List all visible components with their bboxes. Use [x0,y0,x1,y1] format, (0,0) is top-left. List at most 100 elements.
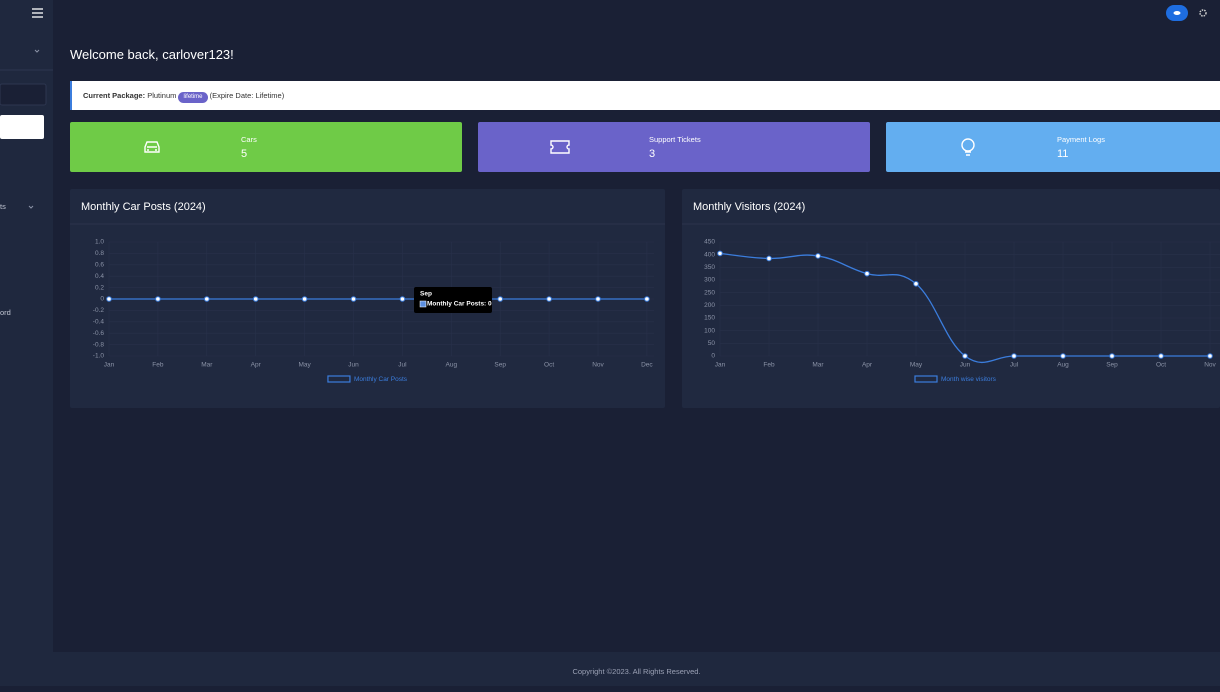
x-tick-label: Oct [1156,362,1166,369]
y-tick-label: -0.8 [93,341,105,348]
x-tick-label: Jun [960,362,971,369]
y-tick-label: 200 [704,302,715,309]
data-point [1158,353,1164,359]
x-tick-label: May [298,362,311,369]
data-point [252,296,259,302]
sidebar-active-item[interactable] [0,115,44,139]
data-point [1060,353,1066,359]
package-label: Current Package: [83,91,146,100]
y-tick-label: -0.6 [93,330,105,337]
x-tick-label: Mar [201,362,213,369]
data-point [399,296,406,302]
footer: Copyright ©2023. All Rights Reserved. [53,652,1220,686]
y-tick-label: -0.4 [93,319,105,326]
data-point [913,281,919,287]
y-tick-label: 0 [711,353,715,360]
data-point [766,255,772,262]
bulb-icon [961,138,975,156]
y-tick-label: 400 [704,251,715,258]
card-label: Support Tickets [649,135,701,144]
y-tick-label: 0.6 [95,262,104,269]
x-tick-label: Nov [1204,362,1216,369]
data-point [106,296,112,302]
data-point [155,296,161,302]
tooltip [414,287,492,313]
ticket-icon [550,140,570,154]
data-point [1011,353,1017,359]
x-tick-label: Jul [398,362,407,369]
x-tick-label: Oct [544,362,554,369]
x-tick-label: May [910,362,923,369]
data-point [301,296,308,302]
y-tick-label: 250 [704,289,715,296]
x-tick-label: Apr [251,362,262,369]
topbar [32,0,1220,30]
x-tick-label: Jun [348,362,359,369]
data-point [595,296,601,302]
card-label: Cars [241,135,257,144]
y-tick-label: 0 [100,296,104,303]
menu-item[interactable]: ts [0,202,6,211]
x-tick-label: Jan [104,362,115,369]
y-tick-label: -0.2 [93,307,105,314]
stat-card[interactable]: Support Tickets 3 [478,122,870,172]
y-tick-label: 300 [704,277,715,284]
settings-icon[interactable] [1199,9,1207,17]
tooltip-swatch [419,300,427,308]
x-tick-label: Dec [641,362,653,369]
sidebar: ts ord [0,0,53,686]
x-tick-label: Nov [592,362,604,369]
x-tick-label: Aug [1057,362,1069,369]
data-point [204,296,210,302]
x-tick-label: Sep [494,362,506,369]
legend-swatch [914,375,938,383]
stat-card[interactable]: Cars 5 [70,122,462,172]
sidebar-search[interactable] [0,83,47,106]
package-name: Plutinum [147,91,177,100]
chart-panel: Monthly Visitors (2024) 0 50 100 150 200 250 30… [682,189,1220,408]
menu-toggle[interactable] [30,5,46,21]
y-tick-label: 0.2 [95,284,104,291]
data-point [815,253,821,259]
data-point [717,250,723,257]
legend-swatch [327,375,351,383]
card-label: Payment Logs [1057,135,1105,144]
data-point [864,270,870,277]
y-tick-label: 50 [708,340,716,347]
y-tick-label: 0.8 [95,250,104,257]
x-tick-label: Mar [812,362,824,369]
legend-label: Month wise visitors [941,376,997,383]
legend-label: Monthly Car Posts [354,376,408,383]
eye-icon [1173,11,1181,15]
topbar-graphics [32,5,1207,21]
menu-item[interactable]: ord [0,308,11,317]
package-badge: lifetime [178,92,208,103]
x-tick-label: Sep [1106,362,1118,369]
card-value: 5 [241,148,248,160]
tooltip-title: Sep [420,291,432,298]
chart: Monthly Visitors (2024) 0 50 100 150 200 250 30… [682,201,1220,383]
card-value: 3 [649,148,656,160]
data-point [1207,353,1213,359]
chart: Monthly Car Posts (2024) -1.0 -0.8 -0.6 -0.4… [70,201,665,383]
data-point [962,353,968,359]
y-tick-label: 150 [704,315,715,322]
x-tick-label: Feb [763,362,775,369]
x-tick-label: Feb [152,362,164,369]
caret [28,205,34,209]
data-point [350,296,357,302]
tooltip-text: Monthly Car Posts: 0 [427,301,492,308]
stat-card[interactable]: Payment Logs 11 [886,122,1220,172]
welcome-heading: Welcome back, carlover123! [70,47,234,62]
x-tick-label: Aug [446,362,458,369]
chart-panel: Monthly Car Posts (2024) -1.0 -0.8 -0.6 -0.4… [70,189,665,408]
data-point [497,296,504,302]
data-point [1109,353,1115,359]
y-tick-label: 0.4 [95,273,104,280]
y-tick-label: 1.0 [95,239,104,246]
data-point [546,296,552,302]
card-value: 11 [1057,148,1069,160]
y-tick-label: 350 [704,264,715,271]
package-expire: (Expire Date: Lifetime) [209,91,285,100]
